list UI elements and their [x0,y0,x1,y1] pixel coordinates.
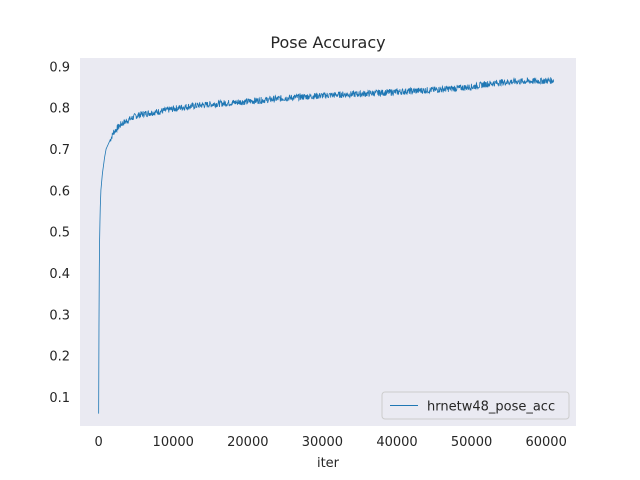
x-tick-label: 10000 [153,435,194,450]
y-tick-label: 0.7 [49,143,70,158]
y-tick-label: 0.1 [49,391,70,406]
x-axis-label: iter [317,456,340,471]
y-tick-label: 0.3 [49,308,70,323]
y-tick-label: 0.9 [49,60,70,75]
y-tick-label: 0.2 [49,350,70,365]
y-tick-label: 0.8 [49,102,70,117]
legend: hrnetw48_pose_acc [381,391,570,420]
y-tick-label: 0.6 [49,184,70,199]
x-tick-label: 20000 [227,435,268,450]
series-line [98,76,555,414]
y-tick-label: 0.5 [49,226,70,241]
x-tick-label: 50000 [451,435,492,450]
x-tick-label: 0 [95,435,103,450]
x-tick-label: 30000 [302,435,343,450]
legend-box [381,391,570,420]
chart-title: Pose Accuracy [270,33,385,52]
x-axis-ticks: 0 10000 20000 30000 40000 50000 60000 [95,435,567,450]
x-tick-label: 60000 [525,435,566,450]
y-tick-label: 0.4 [49,267,70,282]
series-layer [98,76,555,414]
y-axis-ticks: 0.1 0.2 0.3 0.4 0.5 0.6 0.7 0.8 0.9 [49,60,70,406]
legend-label: hrnetw48_pose_acc [427,400,555,415]
x-tick-label: 40000 [376,435,417,450]
plot-area [80,58,576,426]
